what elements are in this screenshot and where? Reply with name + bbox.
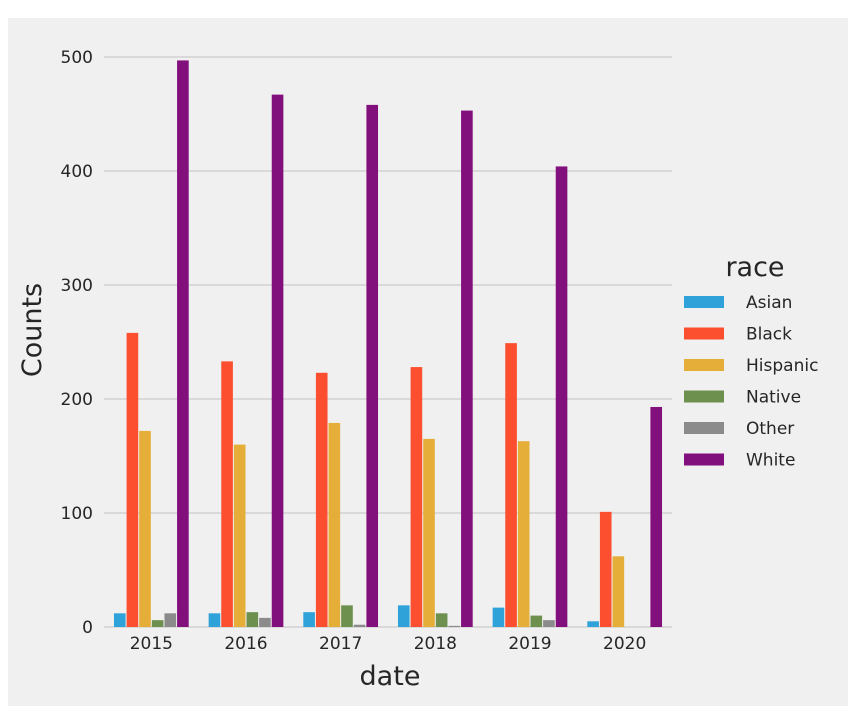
legend-title: race (725, 252, 784, 283)
x-tick-label: 2020 (603, 634, 646, 654)
x-tick-label: 2018 (414, 634, 457, 654)
bar-other-2018 (448, 625, 461, 627)
bar-white-2015 (177, 60, 189, 628)
legend-label-native: Native (746, 388, 801, 408)
x-tick-label: 2015 (130, 634, 173, 654)
x-tick-labels: 2015 2016 2017 2018 2019 2020 (130, 634, 647, 654)
legend-swatch-hispanic (684, 359, 724, 371)
bar-white-2016 (271, 94, 284, 628)
bar-native-2015 (151, 620, 164, 627)
bar-other-2019 (543, 620, 555, 627)
legend-label-black: Black (746, 325, 792, 345)
bar-hispanic-2019 (517, 441, 530, 627)
bar-black-2018 (410, 367, 423, 627)
legend-label-other: Other (746, 419, 794, 439)
bar-hispanic-2020 (612, 556, 625, 627)
bar-asian-2020 (587, 621, 599, 627)
y-tick-label: 100 (61, 504, 93, 524)
bar-asian-2017 (303, 612, 315, 627)
legend-label-asian: Asian (746, 293, 792, 313)
y-tick-label: 300 (61, 276, 93, 296)
x-tick-label: 2016 (224, 634, 267, 654)
bar-other-2017 (353, 624, 366, 627)
bar-asian-2016 (208, 613, 221, 627)
bar-native-2019 (530, 615, 543, 627)
y-tick-label: 500 (61, 48, 93, 68)
bar-black-2020 (599, 511, 612, 627)
legend-swatch-asian (684, 296, 724, 308)
bar-other-2015 (164, 613, 177, 627)
bar-white-2019 (555, 166, 568, 627)
bar-black-2019 (505, 343, 517, 627)
bar-asian-2019 (492, 607, 505, 627)
bar-black-2015 (126, 332, 139, 627)
legend-swatch-native (684, 390, 724, 403)
x-tick-label: 2019 (508, 634, 551, 654)
bar-native-2018 (435, 613, 448, 627)
legend: race Asian Black Hispanic Native Other White (684, 252, 818, 471)
bar-hispanic-2018 (423, 438, 435, 627)
y-tick-label: 400 (61, 162, 93, 182)
legend-swatch-other (684, 422, 724, 434)
bar-hispanic-2016 (233, 444, 246, 627)
bar-hispanic-2017 (328, 422, 341, 627)
x-tick-label: 2017 (319, 634, 362, 654)
y-tick-labels: 0 100 200 300 400 500 (61, 48, 93, 638)
x-axis-label: date (360, 661, 421, 692)
bar-white-2020 (650, 406, 663, 627)
bar-black-2016 (221, 361, 233, 627)
legend-items: Asian Black Hispanic Native Other White (684, 293, 818, 471)
bars (113, 60, 663, 628)
bar-white-2018 (461, 110, 473, 627)
bar-native-2017 (341, 605, 353, 627)
grid-lines (104, 56, 672, 628)
legend-label-white: White (746, 451, 795, 471)
y-tick-label: 0 (82, 618, 93, 638)
bar-white-2017 (366, 104, 379, 627)
y-tick-label: 200 (61, 390, 93, 410)
bar-black-2017 (315, 372, 328, 627)
bar-asian-2015 (113, 613, 126, 627)
bar-asian-2018 (397, 605, 410, 627)
legend-swatch-black (684, 327, 724, 340)
bar-other-2016 (259, 617, 271, 627)
legend-swatch-white (684, 453, 724, 466)
bar-native-2016 (246, 612, 259, 627)
bar-hispanic-2015 (139, 430, 151, 627)
y-axis-label: Counts (17, 283, 48, 377)
legend-label-hispanic: Hispanic (746, 356, 818, 376)
